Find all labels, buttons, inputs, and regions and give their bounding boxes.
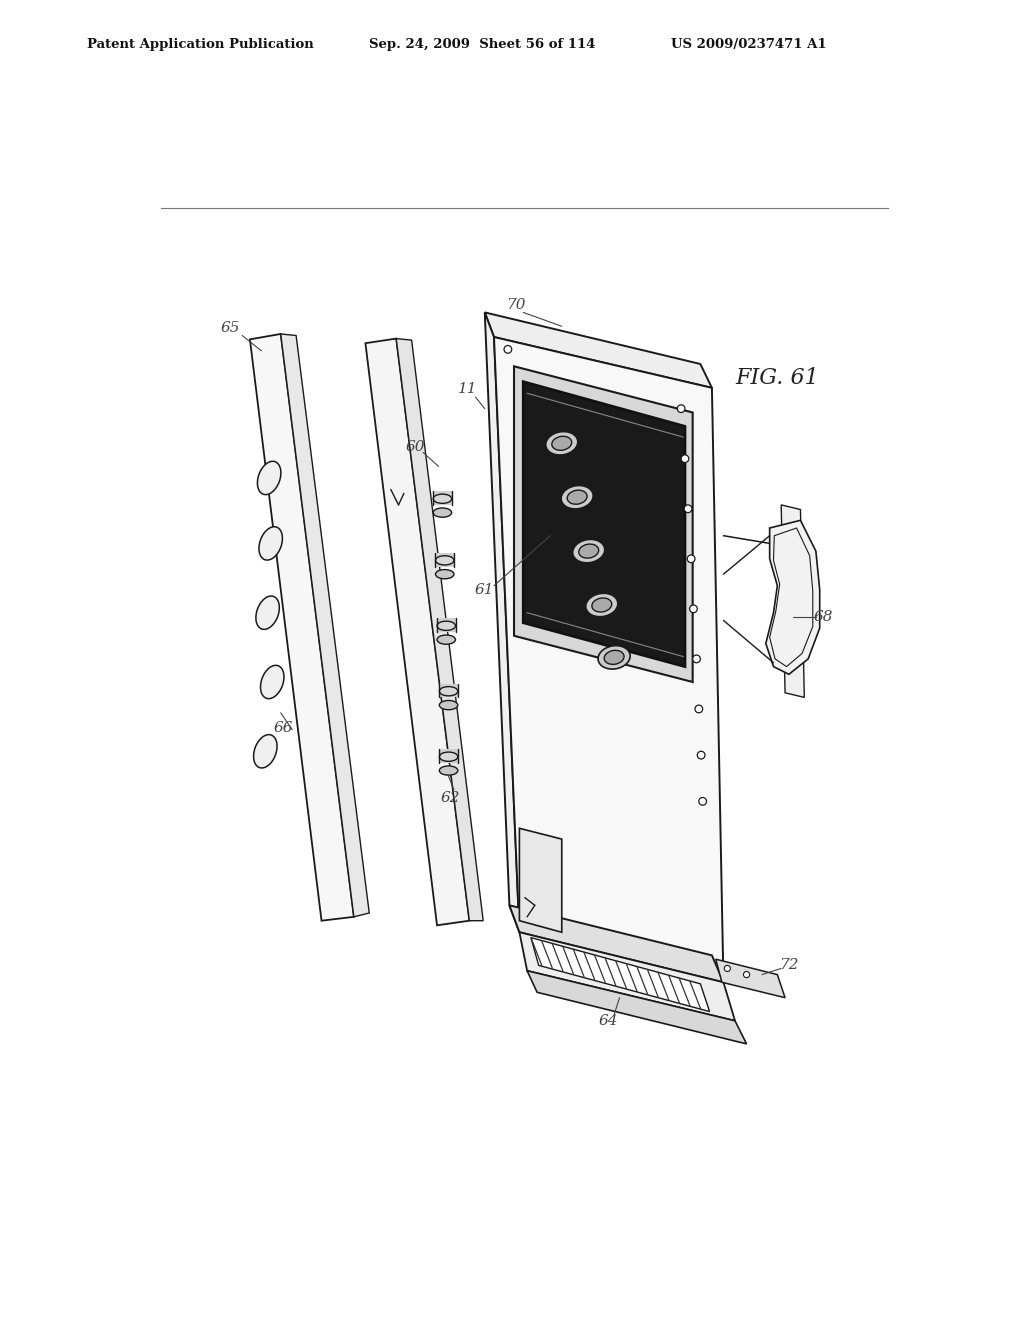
Text: 62: 62 (440, 791, 460, 804)
Circle shape (689, 605, 697, 612)
Text: Patent Application Publication: Patent Application Publication (87, 37, 313, 50)
Polygon shape (523, 381, 685, 667)
Text: 61: 61 (475, 582, 495, 597)
Ellipse shape (433, 508, 452, 517)
Circle shape (697, 751, 705, 759)
Polygon shape (781, 506, 804, 697)
Text: 70: 70 (506, 298, 525, 312)
Text: 64: 64 (598, 1014, 617, 1028)
Ellipse shape (256, 597, 280, 630)
Text: 68: 68 (814, 610, 834, 623)
Circle shape (504, 346, 512, 354)
Ellipse shape (439, 686, 458, 696)
Polygon shape (484, 313, 712, 388)
Ellipse shape (567, 490, 587, 504)
Ellipse shape (259, 527, 283, 560)
Ellipse shape (572, 540, 605, 562)
Circle shape (743, 972, 750, 978)
Ellipse shape (561, 486, 593, 510)
Polygon shape (519, 829, 562, 932)
Polygon shape (531, 937, 710, 1011)
Circle shape (724, 965, 730, 972)
Circle shape (692, 655, 700, 663)
Ellipse shape (552, 436, 571, 450)
Polygon shape (439, 748, 458, 763)
Circle shape (681, 455, 689, 462)
Ellipse shape (579, 544, 599, 558)
Polygon shape (396, 339, 483, 921)
Circle shape (677, 405, 685, 413)
Ellipse shape (592, 598, 611, 612)
Text: 65: 65 (221, 321, 241, 335)
Text: 66: 66 (273, 721, 293, 735)
Polygon shape (250, 334, 354, 921)
Ellipse shape (260, 665, 284, 698)
Polygon shape (366, 339, 469, 925)
Text: Sep. 24, 2009  Sheet 56 of 114: Sep. 24, 2009 Sheet 56 of 114 (369, 37, 595, 50)
Text: 60: 60 (406, 440, 425, 454)
Ellipse shape (439, 766, 458, 775)
Ellipse shape (254, 735, 278, 768)
Ellipse shape (433, 494, 452, 503)
Ellipse shape (604, 651, 624, 664)
Ellipse shape (439, 752, 458, 762)
Text: FIG. 61: FIG. 61 (735, 367, 819, 389)
Circle shape (684, 504, 692, 512)
Ellipse shape (598, 645, 630, 669)
Polygon shape (439, 684, 458, 697)
Ellipse shape (435, 570, 454, 579)
Ellipse shape (257, 461, 281, 495)
Circle shape (695, 705, 702, 713)
Text: 11: 11 (458, 383, 477, 396)
Text: US 2009/0237471 A1: US 2009/0237471 A1 (671, 37, 826, 50)
Ellipse shape (439, 701, 458, 710)
Ellipse shape (437, 622, 456, 631)
Polygon shape (437, 618, 456, 632)
Polygon shape (519, 932, 735, 1020)
Circle shape (687, 554, 695, 562)
Polygon shape (435, 553, 454, 566)
Polygon shape (433, 491, 452, 506)
Polygon shape (527, 970, 746, 1044)
Circle shape (698, 797, 707, 805)
Text: 72: 72 (779, 958, 799, 973)
Polygon shape (281, 334, 370, 917)
Polygon shape (494, 337, 724, 982)
Polygon shape (484, 313, 519, 932)
Ellipse shape (546, 432, 578, 455)
Ellipse shape (586, 593, 617, 616)
Polygon shape (509, 906, 724, 982)
Polygon shape (514, 367, 692, 682)
Polygon shape (766, 520, 819, 675)
Polygon shape (716, 960, 785, 998)
Ellipse shape (435, 556, 454, 565)
Ellipse shape (437, 635, 456, 644)
